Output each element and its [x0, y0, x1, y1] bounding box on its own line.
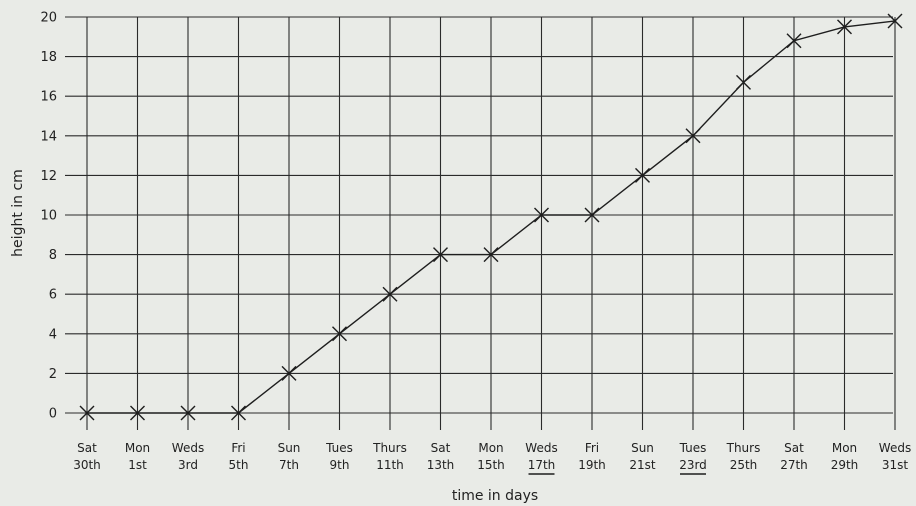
y-tick-label-6: 6 [49, 288, 57, 303]
x-tick-label-day-6: Thurs [372, 441, 407, 455]
y-tick-label-8: 8 [49, 248, 57, 263]
x-tick-label-date-3: 5th [229, 458, 249, 472]
y-tick-label-4: 4 [49, 327, 57, 342]
x-tick-label-day-4: Sun [278, 441, 301, 455]
y-tick-label-10: 10 [40, 209, 57, 224]
y-axis-ticks: 0 2 4 6 8 10 12 14 16 18 20 [40, 11, 57, 422]
data-point-8 [483, 247, 499, 263]
data-point-6 [382, 286, 398, 302]
x-tick-label-day-0: Sat [77, 441, 97, 455]
x-tick-label-date-16: 31st [882, 458, 909, 472]
x-tick-label-day-11: Sun [631, 441, 654, 455]
data-point-14 [786, 33, 802, 49]
x-tick-label-date-0: 30th [73, 458, 101, 472]
data-point-10 [584, 207, 600, 223]
data-point-13 [736, 74, 751, 90]
x-tick-label-date-1: 1st [128, 458, 147, 472]
data-point-5 [332, 326, 347, 342]
y-tick-label-16: 16 [40, 90, 57, 105]
data-point-1 [130, 405, 145, 421]
y-tick-label-2: 2 [49, 367, 57, 382]
x-tick-label-date-5: 9th [330, 458, 350, 472]
x-tick-label-day-8: Mon [478, 441, 503, 455]
x-tick-label-day-14: Sat [784, 441, 804, 455]
y-axis-label: height in cm [10, 169, 26, 257]
y-tick-label-20: 20 [40, 11, 57, 26]
x-tick-label-date-10: 19th [578, 458, 606, 472]
y-tick-label-14: 14 [40, 129, 57, 144]
x-axis-ticks: Sat 30th Mon 1st Weds 3rd Fri 5th Sun 7th Tues 9th T… [73, 441, 911, 475]
data-point-11 [635, 167, 650, 183]
data-point-0 [79, 405, 95, 421]
x-tick-label-day-2: Weds [172, 441, 204, 455]
x-tick-label-date-12: 23rd [679, 458, 707, 472]
x-tick-label-day-13: Thurs [726, 441, 761, 455]
x-tick-label-day-1: Mon [125, 441, 150, 455]
data-point-9 [534, 207, 549, 223]
x-tick-label-date-2: 3rd [178, 458, 198, 472]
x-tick-label-date-11: 21st [629, 458, 656, 472]
x-tick-label-day-9: Weds [525, 441, 557, 455]
x-tick-label-date-8: 15th [477, 458, 505, 472]
data-point-3 [231, 405, 246, 421]
x-tick-label-date-7: 13th [427, 458, 455, 472]
x-axis-label: time in days [452, 488, 538, 504]
y-tick-label-18: 18 [40, 50, 57, 65]
data-point-2 [180, 405, 196, 421]
x-tick-label-date-6: 11th [376, 458, 404, 472]
y-tick-label-0: 0 [49, 407, 57, 422]
x-tick-label-date-13: 25th [730, 458, 758, 472]
data-point-16 [887, 13, 903, 29]
y-tick-label-12: 12 [40, 169, 57, 184]
x-tick-label-day-16: Weds [879, 441, 911, 455]
x-tick-label-date-14: 27th [780, 458, 808, 472]
x-tick-label-day-15: Mon [832, 441, 857, 455]
x-tick-label-day-7: Sat [431, 441, 451, 455]
x-tick-label-day-12: Tues [679, 441, 707, 455]
series [79, 13, 903, 421]
grid [65, 16, 896, 430]
data-point-15 [837, 19, 852, 35]
x-tick-label-date-4: 7th [279, 458, 299, 472]
data-point-7 [433, 247, 448, 263]
x-tick-label-date-9: 17th [528, 458, 556, 472]
data-point-4 [281, 365, 297, 381]
data-point-12 [685, 128, 701, 144]
x-tick-label-day-3: Fri [231, 441, 245, 455]
x-tick-label-day-10: Fri [585, 441, 599, 455]
x-tick-label-date-15: 29th [831, 458, 859, 472]
x-tick-label-day-5: Tues [325, 441, 353, 455]
